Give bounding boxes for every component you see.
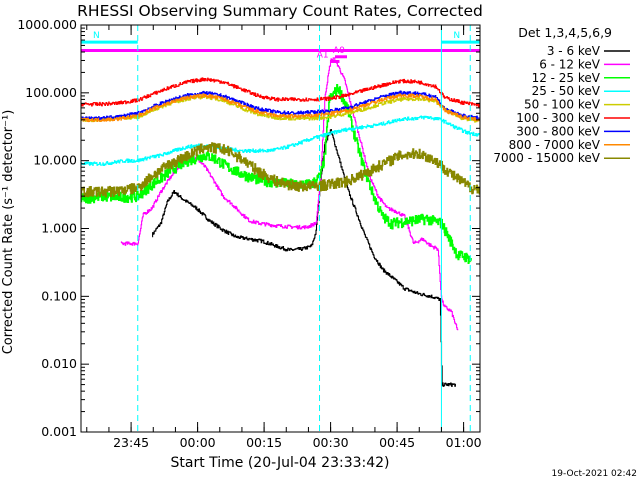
x-tick-label: 23:45: [113, 435, 149, 450]
y-tick-label: 0.001: [41, 424, 77, 439]
legend-label-12-25-kev: 12 - 25 keV: [532, 71, 601, 85]
y-tick-label: 100.000: [25, 85, 77, 100]
legend-label-3-6-kev: 3 - 6 keV: [547, 44, 601, 58]
footer-timestamp: 19-Oct-2021 02:42: [552, 469, 637, 479]
flag-label-a1-3: A1: [317, 50, 329, 60]
x-axis-label: Start Time (20-Jul-04 23:33:42): [170, 455, 389, 471]
y-axis-label: Corrected Count Rate (s⁻¹ detector⁻¹): [1, 110, 16, 355]
y-tick-label: 1.000: [41, 221, 77, 236]
data-layer: N N A1 A0: [80, 25, 481, 432]
legend-label-100-300-kev: 100 - 300 keV: [516, 111, 600, 125]
x-tick-label: 00:30: [313, 435, 349, 450]
legend-label-7000-15000-kev: 7000 - 15000 keV: [493, 151, 600, 165]
legend-label-300-800-kev: 300 - 800 keV: [516, 124, 600, 138]
flag-label-n-0: N: [93, 31, 100, 41]
flag-label-n-1: N: [453, 31, 460, 41]
legend-label-800-7000-kev: 800 - 7000 keV: [509, 138, 601, 152]
x-tick-label: 01:00: [446, 435, 482, 450]
legend-title: Det 1,3,4,5,6,9: [518, 25, 612, 40]
x-tick-label: 00:45: [379, 435, 415, 450]
series-line-800-7000-kev: [80, 93, 481, 123]
flag-label-a0-4: A0: [333, 46, 345, 56]
series-line-12-25-kev: [80, 84, 472, 264]
legend-label-6-12-kev: 6 - 12 keV: [539, 57, 601, 71]
legend-label-25-50-kev: 25 - 50 keV: [532, 84, 601, 98]
y-tick-label: 1000.000: [17, 17, 77, 32]
series-line-25-50-kev: [80, 115, 481, 166]
x-tick-label: 00:00: [180, 435, 216, 450]
series-line-3-6-kev: [152, 129, 456, 387]
series-line-100-300-kev: [80, 77, 481, 108]
series-line-7000-15000-kev: [80, 142, 481, 198]
axis-layer: 0.001 0.010 0.100 1.000 10.000 100.000 1000.00…: [17, 17, 481, 450]
y-tick-label: 0.010: [41, 356, 77, 371]
chart-title: RHESSI Observing Summary Count Rates, Co…: [77, 2, 483, 20]
y-tick-label: 0.100: [41, 288, 77, 303]
y-tick-label: 10.000: [33, 153, 77, 168]
x-tick-label: 00:15: [246, 435, 282, 450]
legend-label-50-100-kev: 50 - 100 keV: [524, 98, 601, 112]
